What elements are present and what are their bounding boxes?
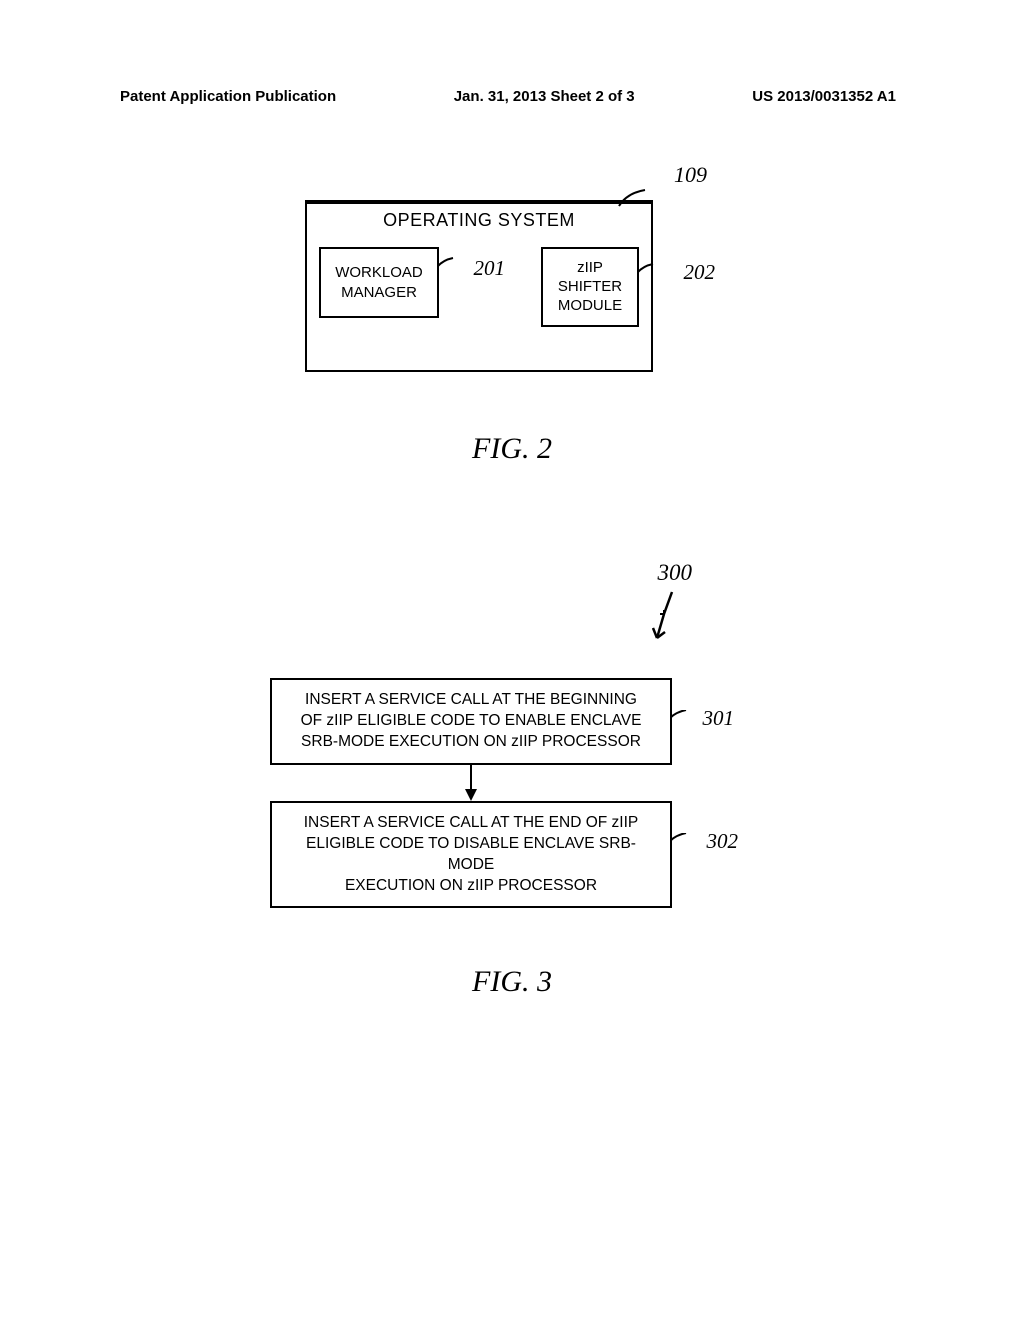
os-title: OPERATING SYSTEM — [383, 210, 575, 231]
ziip-line3: MODULE — [555, 297, 625, 316]
ref-number-302: 302 — [707, 827, 739, 855]
box1-line2: OF zIIP ELIGIBLE CODE TO ENABLE ENCLAVE — [284, 711, 658, 732]
ref-number-109: 109 — [674, 162, 707, 188]
flow-arrow-container — [270, 765, 672, 801]
ref-number-300: 300 — [658, 560, 693, 586]
flowchart-box-301: INSERT A SERVICE CALL AT THE BEGINNING O… — [270, 678, 672, 765]
ref-number-301: 301 — [703, 704, 735, 732]
box2-line1: INSERT A SERVICE CALL AT THE END OF zIIP — [284, 813, 658, 834]
flowchart-box-302: INSERT A SERVICE CALL AT THE END OF zIIP… — [270, 801, 672, 909]
figure-3-label: FIG. 3 — [472, 965, 552, 999]
leader-line-201-icon — [437, 257, 455, 269]
box2-line3: EXECUTION ON zIIP PROCESSOR — [284, 876, 658, 897]
box1-line1: INSERT A SERVICE CALL AT THE BEGINNING — [284, 690, 658, 711]
box2-line2: ELIGIBLE CODE TO DISABLE ENCLAVE SRB-MOD… — [284, 834, 658, 876]
header-right: US 2013/0031352 A1 — [752, 88, 896, 105]
leader-line-302-icon — [670, 833, 688, 845]
workload-line1: WORKLOAD — [331, 263, 427, 283]
box1-line3: SRB-MODE EXECUTION ON zIIP PROCESSOR — [284, 732, 658, 753]
ziip-shifter-box: zIIP SHIFTER MODULE 202 — [541, 247, 639, 327]
workload-line2: MANAGER — [331, 283, 427, 303]
workload-manager-box: WORKLOAD MANAGER 201 — [319, 247, 439, 318]
figure-2-label: FIG. 2 — [472, 432, 552, 466]
leader-line-202-icon — [637, 263, 655, 275]
leader-line-301-icon — [670, 710, 688, 722]
ziip-line2: SHIFTER — [555, 278, 625, 297]
header-center: Jan. 31, 2013 Sheet 2 of 3 — [454, 88, 635, 105]
flow-arrow-icon — [270, 765, 672, 801]
os-inner-container: WORKLOAD MANAGER 201 zIIP SHIFTER MODULE… — [319, 247, 639, 327]
arrow-300-icon — [652, 590, 682, 650]
ref-number-201: 201 — [474, 255, 506, 282]
ziip-line1: zIIP — [555, 259, 625, 278]
header-left: Patent Application Publication — [120, 88, 336, 105]
ref-number-202: 202 — [684, 259, 716, 285]
page-header: Patent Application Publication Jan. 31, … — [0, 88, 1024, 105]
operating-system-box: OPERATING SYSTEM WORKLOAD MANAGER 201 zI… — [305, 200, 653, 372]
figure-3-container: 300 INSERT A SERVICE CALL AT THE BEGINNI… — [270, 560, 710, 908]
figure-2-container: 109 OPERATING SYSTEM WORKLOAD MANAGER 20… — [305, 200, 653, 372]
